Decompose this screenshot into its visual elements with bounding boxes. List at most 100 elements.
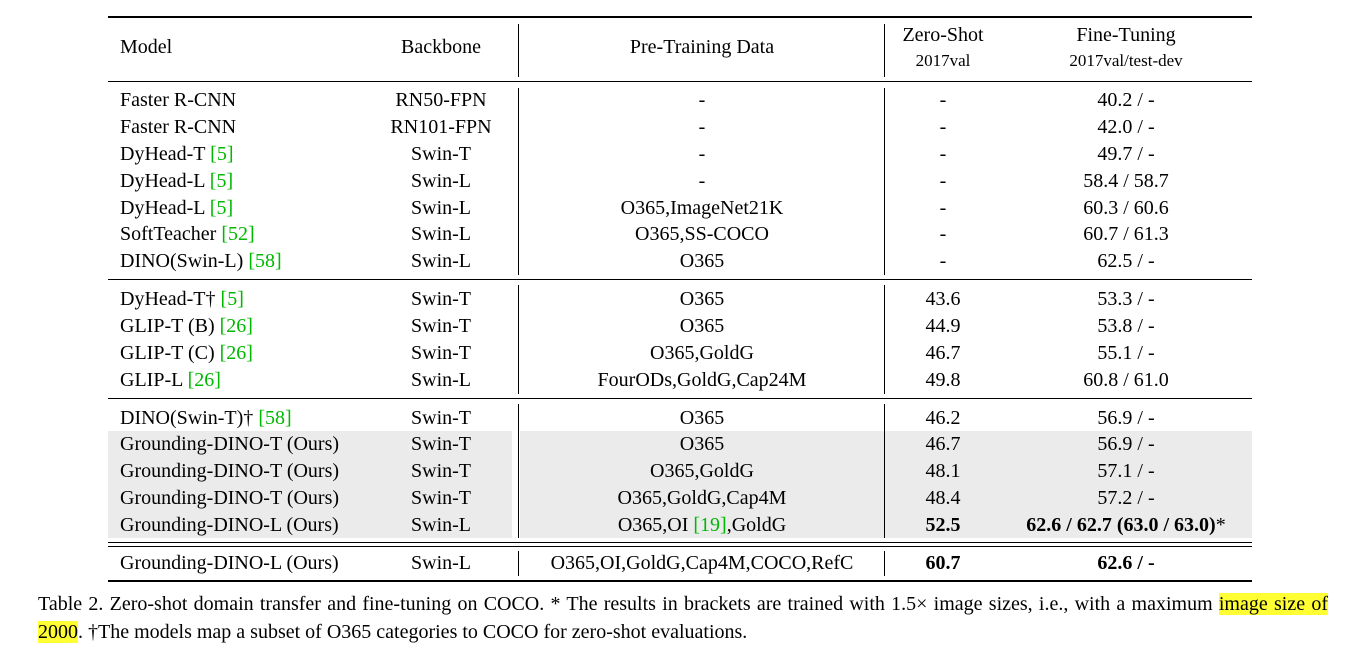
pretraining-text: O365,SS-COCO xyxy=(635,223,769,245)
cell-backbone: Swin-L xyxy=(411,552,471,574)
model-citation: [5] xyxy=(210,143,234,165)
finetuning-value: 57.1 / - xyxy=(1097,460,1155,482)
cell-model: DyHead-T† [5] xyxy=(120,286,244,312)
cell-backbone: Swin-T xyxy=(411,315,471,337)
header-backbone: Backbone xyxy=(401,36,481,58)
table-row: DyHead-L [5] Swin-L O365,ImageNet21K - 60.3 … xyxy=(108,195,1252,221)
cell-model: GLIP-T (B) [26] xyxy=(120,313,253,339)
cell-zeroshot: 49.8 xyxy=(925,369,961,391)
cell-zeroshot: - xyxy=(939,170,947,192)
finetuning-value: 62.6 / - xyxy=(1097,552,1155,574)
cell-finetuning: 57.2 / - xyxy=(1026,485,1226,511)
caption-text-1: Table 2. Zero-shot domain transfer and f… xyxy=(38,593,1219,615)
cell-pretraining: O365,GoldG,Cap4M xyxy=(520,485,884,511)
group1-rule xyxy=(108,279,1252,280)
model-citation: [5] xyxy=(209,170,234,192)
pretraining-text: - xyxy=(698,143,706,165)
col-divider-a xyxy=(518,404,519,538)
finetuning-value: 60.7 / 61.3 xyxy=(1083,223,1169,245)
model-name: GLIP-T (C) xyxy=(120,342,220,364)
col-divider-b xyxy=(884,404,885,538)
finetuning-value: 42.0 / - xyxy=(1097,116,1155,138)
pretraining-text: O365,GoldG xyxy=(650,460,754,482)
cell-backbone: RN101-FPN xyxy=(390,116,492,138)
cell-backbone: Swin-L xyxy=(411,250,471,272)
cell-finetuning: 49.7 / - xyxy=(1026,141,1226,167)
cell-model: DyHead-L [5] xyxy=(120,168,233,194)
pretraining-text: O365 xyxy=(679,288,725,310)
cell-zeroshot: 60.7 xyxy=(925,552,961,574)
model-citation: [26] xyxy=(187,369,221,391)
cell-zeroshot: 46.7 xyxy=(925,342,961,364)
col-divider-b xyxy=(884,24,885,77)
cell-zeroshot: - xyxy=(939,223,947,245)
cell-finetuning: 40.2 / - xyxy=(1026,87,1226,113)
cell-pretraining: O365,ImageNet21K xyxy=(520,195,884,221)
header-rule xyxy=(108,81,1252,82)
cell-zeroshot: - xyxy=(939,197,947,219)
finetuning-value: 60.3 / 60.6 xyxy=(1083,197,1169,219)
pretraining-text: O365 xyxy=(679,315,725,337)
cell-finetuning: 53.8 / - xyxy=(1026,313,1226,339)
cell-backbone: Swin-T xyxy=(411,460,471,482)
pretraining-text: O365 xyxy=(679,407,725,429)
cell-backbone: Swin-T xyxy=(411,407,471,429)
pretraining-text: O365,GoldG xyxy=(650,342,754,364)
pretraining-text: FourODs,GoldG,Cap24M xyxy=(597,369,807,391)
header-finetuning: Fine-Tuning xyxy=(1076,24,1176,46)
model-name: Grounding-DINO-L (Ours) xyxy=(120,552,339,574)
cell-pretraining: O365,OI,GoldG,Cap4M,COCO,RefC xyxy=(520,550,884,576)
cell-backbone: Swin-T xyxy=(411,342,471,364)
cell-pretraining: - xyxy=(520,168,884,194)
cell-zeroshot: 48.4 xyxy=(925,487,961,509)
model-name: Grounding-DINO-T (Ours) xyxy=(120,487,340,509)
col-divider-b xyxy=(884,285,885,394)
cell-backbone: Swin-T xyxy=(411,288,471,310)
finetuning-value: 40.2 / - xyxy=(1097,89,1155,111)
cell-pretraining: O365,SS-COCO xyxy=(520,221,884,247)
model-citation: [58] xyxy=(248,250,282,272)
header-zeroshot-sub: 2017val xyxy=(915,51,971,70)
finetuning-value: 53.3 / - xyxy=(1097,288,1155,310)
cell-model: GLIP-T (C) [26] xyxy=(120,340,253,366)
cell-pretraining: O365 xyxy=(520,431,884,457)
cell-pretraining: - xyxy=(520,114,884,140)
cell-finetuning: 53.3 / - xyxy=(1026,286,1226,312)
model-name: Grounding-DINO-T (Ours) xyxy=(120,460,340,482)
finetuning-value: 62.5 / - xyxy=(1097,250,1155,272)
model-name: Faster R-CNN xyxy=(120,89,237,111)
cell-backbone: Swin-L xyxy=(411,369,471,391)
table-row: DINO(Swin-L) [58] Swin-L O365 - 62.5 / - xyxy=(108,248,1252,274)
cell-model: DyHead-L [5] xyxy=(120,195,233,221)
cell-model: Grounding-DINO-T (Ours) xyxy=(120,458,339,484)
cell-backbone: Swin-L xyxy=(411,197,471,219)
cell-backbone: Swin-T xyxy=(411,143,471,165)
cell-model: SoftTeacher [52] xyxy=(120,221,255,247)
model-name: DINO(Swin-L) xyxy=(120,250,249,272)
finetuning-value: 53.8 / - xyxy=(1097,315,1155,337)
cell-finetuning: 58.4 / 58.7 xyxy=(1026,168,1226,194)
table-row: GLIP-T (B) [26] Swin-T O365 44.9 53.8 / - xyxy=(108,313,1252,339)
model-name: DyHead-L xyxy=(120,197,210,219)
cell-finetuning: 62.5 / - xyxy=(1026,248,1226,274)
cell-model: DINO(Swin-T)† [58] xyxy=(120,405,292,431)
cell-pretraining: O365 xyxy=(520,286,884,312)
cell-model: DINO(Swin-L) [58] xyxy=(120,248,282,274)
cell-model: DyHead-T [5] xyxy=(120,141,233,167)
pretraining-text: O365,OI xyxy=(617,514,694,536)
cell-backbone: Swin-L xyxy=(411,170,471,192)
finetuning-value: 60.8 / 61.0 xyxy=(1083,369,1169,391)
model-citation: [5] xyxy=(220,288,244,310)
cell-pretraining: - xyxy=(520,141,884,167)
cell-finetuning: 62.6 / 62.7 (63.0 / 63.0)* xyxy=(1026,512,1226,538)
pretraining-text: O365,GoldG,Cap4M xyxy=(617,487,787,509)
cell-finetuning: 60.8 / 61.0 xyxy=(1026,367,1226,393)
cell-pretraining: O365 xyxy=(520,248,884,274)
cell-zeroshot: 43.6 xyxy=(925,288,961,310)
cell-zeroshot: - xyxy=(939,143,947,165)
table-row: DyHead-T† [5] Swin-T O365 43.6 53.3 / - xyxy=(108,286,1252,312)
pretraining-text: - xyxy=(698,170,706,192)
table-row: GLIP-T (C) [26] Swin-T O365,GoldG 46.7 55.1 … xyxy=(108,340,1252,366)
cell-backbone: Swin-L xyxy=(411,223,471,245)
cell-pretraining: O365,GoldG xyxy=(520,458,884,484)
